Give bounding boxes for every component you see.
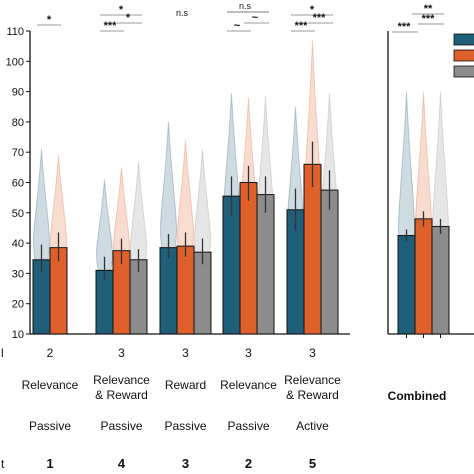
y-tick-label: 80	[12, 117, 24, 129]
significance-label: ***	[295, 20, 309, 32]
condition-type: Relevance	[93, 373, 150, 387]
legend	[453, 33, 474, 78]
condition-mode: Passive	[227, 419, 269, 433]
participant-count: 3	[182, 346, 189, 360]
y-tick-label: 100	[6, 56, 24, 68]
condition-type: Relevance	[284, 373, 341, 387]
axes: 10 20 30 40 50 60 70 80 90 100 110	[6, 26, 474, 341]
bar-orange	[414, 218, 433, 335]
bar-orange	[239, 182, 258, 335]
y-tick-label: 70	[12, 147, 24, 159]
significance-label: *	[310, 4, 315, 16]
legend-swatch	[453, 33, 474, 46]
bar-gray	[320, 189, 339, 335]
significance-label: *	[119, 4, 124, 16]
significance-label: ***	[313, 12, 327, 24]
participant-count: 3	[309, 346, 316, 360]
participant-count: 2	[47, 346, 54, 360]
bar-teal	[397, 235, 416, 335]
condition-type: Relevance	[22, 378, 79, 392]
condition-mode: Passive	[164, 419, 206, 433]
bar-teal	[222, 195, 241, 335]
condition-type: & Reward	[286, 388, 339, 402]
legend-swatch	[453, 49, 474, 62]
condition-order: 4	[118, 456, 126, 471]
condition-type: Reward	[165, 378, 206, 392]
bar-gray	[431, 225, 450, 335]
condition-mode: Passive	[100, 419, 142, 433]
condition-mode: Passive	[29, 419, 71, 433]
row-label: t	[1, 457, 5, 471]
participant-count: 3	[118, 346, 125, 360]
condition-order: 2	[245, 456, 252, 471]
y-tick-label: 60	[12, 178, 24, 190]
y-tick-label: 110	[6, 26, 24, 38]
bar-teal	[159, 247, 178, 335]
bar-gray	[256, 194, 275, 335]
significance-annotations: ******n.sn.s~~***************	[37, 1, 444, 33]
participant-count: 3	[245, 346, 252, 360]
bar-gray	[193, 251, 212, 335]
condition-mode: Active	[296, 419, 329, 433]
combined-label: Combined	[388, 389, 447, 403]
row-label: l	[1, 346, 4, 360]
significance-label: *	[126, 12, 131, 24]
y-tick-label: 20	[12, 299, 24, 311]
condition-order: 5	[309, 456, 316, 471]
bar-teal	[95, 269, 114, 335]
bar-orange	[176, 245, 195, 335]
significance-label: ***	[104, 20, 118, 32]
condition-type: & Reward	[95, 388, 148, 402]
condition-order: 1	[46, 456, 53, 471]
condition-order: 3	[182, 456, 189, 471]
bar-orange	[303, 163, 322, 335]
significance-label: *	[47, 14, 52, 26]
y-tick-label: 40	[12, 238, 24, 250]
significance-label: ***	[398, 21, 412, 33]
y-tick-label: 10	[12, 329, 24, 341]
y-tick-label: 90	[12, 87, 24, 99]
significance-label: **	[424, 3, 433, 15]
significance-label: ~	[234, 20, 241, 32]
significance-label: ***	[422, 13, 436, 25]
legend-swatch	[453, 65, 474, 78]
y-tick-label: 30	[12, 268, 24, 280]
condition-type: Relevance	[220, 378, 277, 392]
y-tick-label: 50	[12, 208, 24, 220]
significance-label: n.s	[239, 1, 252, 11]
significance-label: n.s	[176, 8, 189, 18]
significance-label: ~	[252, 12, 259, 24]
bars	[32, 141, 450, 335]
